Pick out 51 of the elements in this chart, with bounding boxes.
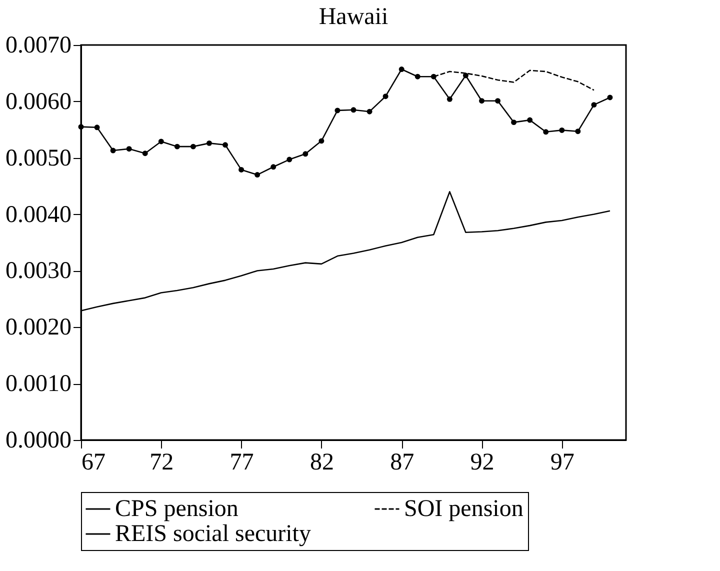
point	[286, 156, 292, 162]
x-tick-label: 82	[310, 450, 334, 476]
y-tick-label: 0.0040	[6, 202, 72, 228]
point	[78, 124, 84, 130]
point	[270, 164, 276, 170]
point	[527, 117, 533, 123]
y-tick-label: 0.0030	[6, 258, 72, 284]
point	[366, 108, 372, 114]
point	[591, 102, 597, 108]
point	[607, 94, 613, 100]
point	[238, 166, 244, 172]
y-tick-label: 0.0000	[6, 428, 72, 454]
y-tick-label: 0.0070	[6, 32, 72, 58]
point	[414, 74, 420, 80]
point	[110, 148, 116, 154]
legend-label: CPS pension	[115, 496, 238, 522]
x-tick-label: 97	[550, 450, 574, 476]
point	[382, 94, 388, 100]
point	[495, 98, 501, 104]
point	[142, 150, 148, 156]
y-tick-label: 0.0060	[6, 88, 72, 115]
point	[350, 107, 356, 113]
point	[126, 146, 132, 152]
point	[398, 66, 404, 72]
point	[206, 140, 212, 146]
point	[190, 144, 196, 150]
legend-label: REIS social security	[115, 521, 311, 547]
legend-label: SOI pension	[404, 496, 524, 522]
chart-title: Hawaii	[318, 4, 388, 30]
point	[334, 108, 340, 114]
x-tick-label: 72	[150, 450, 174, 476]
x-tick-label: 87	[390, 450, 414, 476]
point	[158, 138, 164, 144]
y-tick-label: 0.0020	[6, 314, 72, 341]
x-tick-label: 77	[230, 450, 254, 476]
point	[222, 142, 228, 148]
point	[94, 124, 100, 130]
x-tick-label: 67	[82, 450, 106, 476]
point	[511, 120, 517, 126]
x-tick-label: 92	[470, 450, 494, 476]
point	[254, 172, 260, 178]
point	[174, 144, 180, 150]
point	[543, 129, 549, 135]
point	[318, 138, 324, 144]
point	[478, 98, 484, 104]
point	[559, 127, 565, 133]
point	[302, 151, 308, 157]
y-tick-label: 0.0050	[6, 145, 72, 172]
point	[575, 128, 581, 134]
point	[446, 96, 452, 102]
y-tick-label: 0.0010	[6, 371, 72, 398]
